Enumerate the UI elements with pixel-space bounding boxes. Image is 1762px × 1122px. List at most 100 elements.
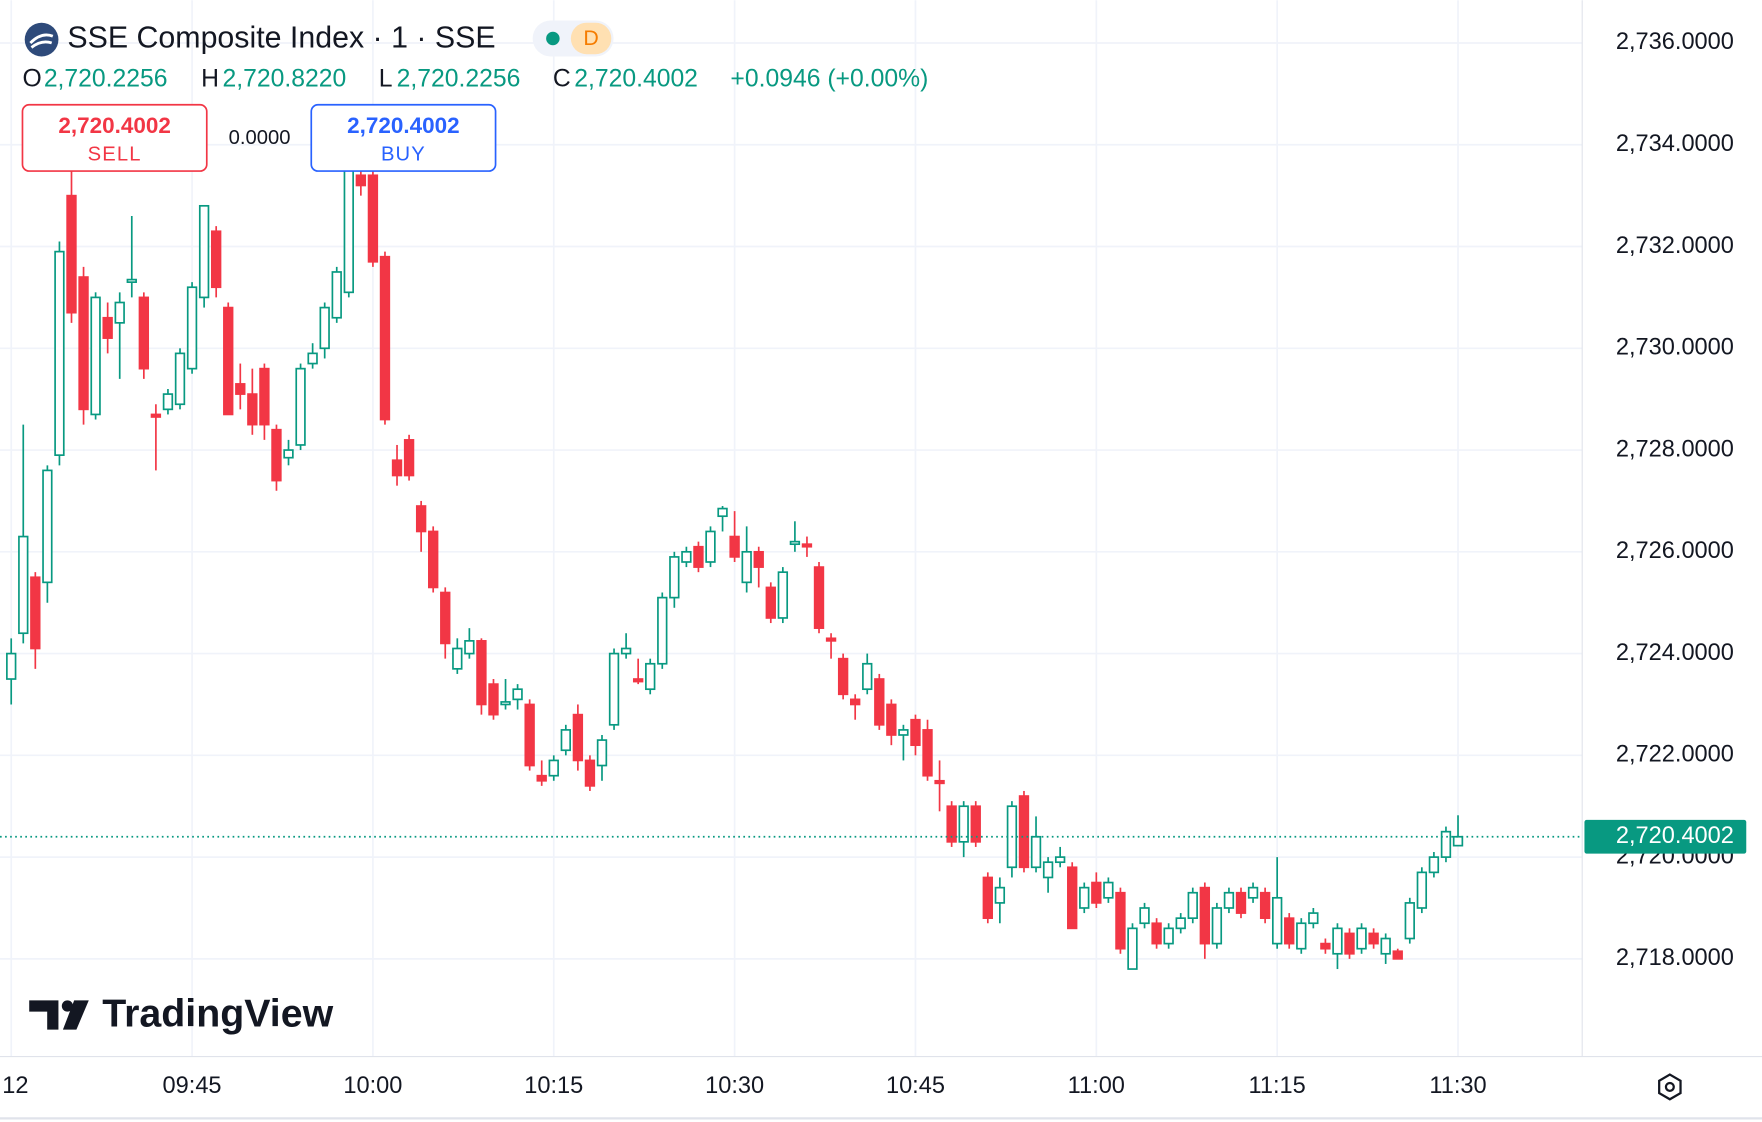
y-tick-label: 2,722.0000 xyxy=(1616,741,1734,767)
x-tick-label: 10:00 xyxy=(343,1072,402,1098)
candle-body xyxy=(283,449,294,459)
candle-body xyxy=(1103,881,1114,899)
last-price-box xyxy=(1584,819,1747,854)
tradingview-logo: TradingView xyxy=(29,991,334,1035)
candle-body xyxy=(777,571,789,619)
candle-body xyxy=(403,439,415,477)
sell-button[interactable]: 2,720.4002 SELL xyxy=(21,103,208,172)
logo-dot xyxy=(61,1000,74,1012)
symbol-icon-mark xyxy=(29,33,54,49)
candle-body xyxy=(717,507,728,518)
legend-close-label: C xyxy=(553,66,571,93)
settings-button[interactable] xyxy=(1658,1073,1682,1101)
candle-body xyxy=(18,535,29,635)
candle-body xyxy=(693,545,704,568)
market-status-dot xyxy=(546,31,560,46)
legend-change: +0.0946 (+0.00%) xyxy=(730,66,928,93)
buy-button[interactable]: 2,720.4002 BUY xyxy=(310,103,497,172)
candle-body xyxy=(765,586,776,619)
candle-body xyxy=(476,640,487,706)
legend-open: 2,720.2256 xyxy=(44,66,168,93)
candle-body xyxy=(1428,856,1440,874)
candle-body xyxy=(440,591,451,645)
candle-body xyxy=(1320,942,1331,950)
candle-body xyxy=(681,550,692,563)
candle-body xyxy=(102,316,113,339)
candle-body xyxy=(1259,891,1271,920)
candle-body xyxy=(645,662,656,691)
candle-body xyxy=(223,306,234,416)
candle-body xyxy=(6,652,17,680)
legend-low-label: L xyxy=(379,66,393,93)
candle-body xyxy=(1271,896,1283,945)
candle-body xyxy=(1115,891,1126,950)
candle-body xyxy=(512,688,523,701)
candle-body xyxy=(862,662,873,691)
candle-body xyxy=(66,194,77,314)
candle-body xyxy=(970,805,981,843)
legend-low: 2,720.2256 xyxy=(397,66,521,93)
candle-body xyxy=(669,556,680,599)
logo-slash xyxy=(62,1000,89,1030)
logo-mark xyxy=(29,1000,59,1030)
candle-body xyxy=(295,367,306,446)
y-tick-label: 2,732.0000 xyxy=(1616,232,1734,258)
delay-label: D xyxy=(583,26,598,50)
candle-body xyxy=(1344,932,1355,955)
x-tick-label: 12 xyxy=(2,1072,28,1098)
grid xyxy=(0,0,1583,1057)
candle-body xyxy=(850,698,861,706)
candle-body xyxy=(922,729,933,777)
candle-body xyxy=(1404,902,1415,940)
buy-price[interactable]: 2,720.4002 xyxy=(347,113,459,138)
candle-body xyxy=(1175,917,1186,930)
candle-body xyxy=(1187,891,1198,920)
y-tick-label: 2,718.0000 xyxy=(1616,944,1734,970)
last-price-label: 2,720.4002 xyxy=(1616,822,1734,848)
x-tick-label: 10:15 xyxy=(524,1072,583,1098)
candle-body xyxy=(1042,861,1054,879)
sell-button-box[interactable] xyxy=(21,103,208,172)
candle-body xyxy=(946,805,957,843)
y-tick-label: 2,724.0000 xyxy=(1616,639,1734,665)
candle-body xyxy=(126,278,137,283)
candle-body xyxy=(934,779,945,785)
candle-body xyxy=(1308,912,1319,925)
candle-body xyxy=(753,550,764,568)
candle-body xyxy=(1416,871,1428,909)
candle-body xyxy=(789,540,801,546)
y-tick-label: 2,728.0000 xyxy=(1616,435,1734,461)
settings-button-center[interactable] xyxy=(1664,1081,1675,1092)
candle-body xyxy=(1235,891,1247,914)
candle-body xyxy=(307,352,318,365)
candle-body xyxy=(1199,886,1211,945)
sell-price[interactable]: 2,720.4002 xyxy=(58,113,170,138)
candle-body xyxy=(1163,927,1174,945)
candle-body xyxy=(259,367,270,426)
candle-body xyxy=(524,703,535,767)
candle-body xyxy=(898,729,909,736)
candle-body xyxy=(560,729,572,752)
candle-body xyxy=(910,718,921,747)
candle-body xyxy=(1332,927,1343,955)
candle-body xyxy=(1067,866,1078,930)
candle-body xyxy=(1151,922,1162,945)
candle-body xyxy=(1380,937,1391,955)
buy-label[interactable]: BUY xyxy=(381,144,426,166)
candle-body xyxy=(1452,835,1464,847)
candle-body xyxy=(174,352,186,406)
candle-body xyxy=(1127,927,1138,970)
buy-button-box[interactable] xyxy=(310,103,497,172)
candle-body xyxy=(1139,907,1150,925)
candle-body xyxy=(500,701,511,706)
candle-body xyxy=(138,296,150,370)
candle-body xyxy=(1018,795,1030,869)
y-tick-label: 2,730.0000 xyxy=(1616,334,1734,360)
candle-body xyxy=(729,535,740,558)
candle-body xyxy=(1247,886,1259,899)
candle-body xyxy=(608,652,620,726)
candle-body xyxy=(1368,932,1379,945)
sell-label[interactable]: SELL xyxy=(88,144,142,166)
candle-body xyxy=(150,413,162,418)
